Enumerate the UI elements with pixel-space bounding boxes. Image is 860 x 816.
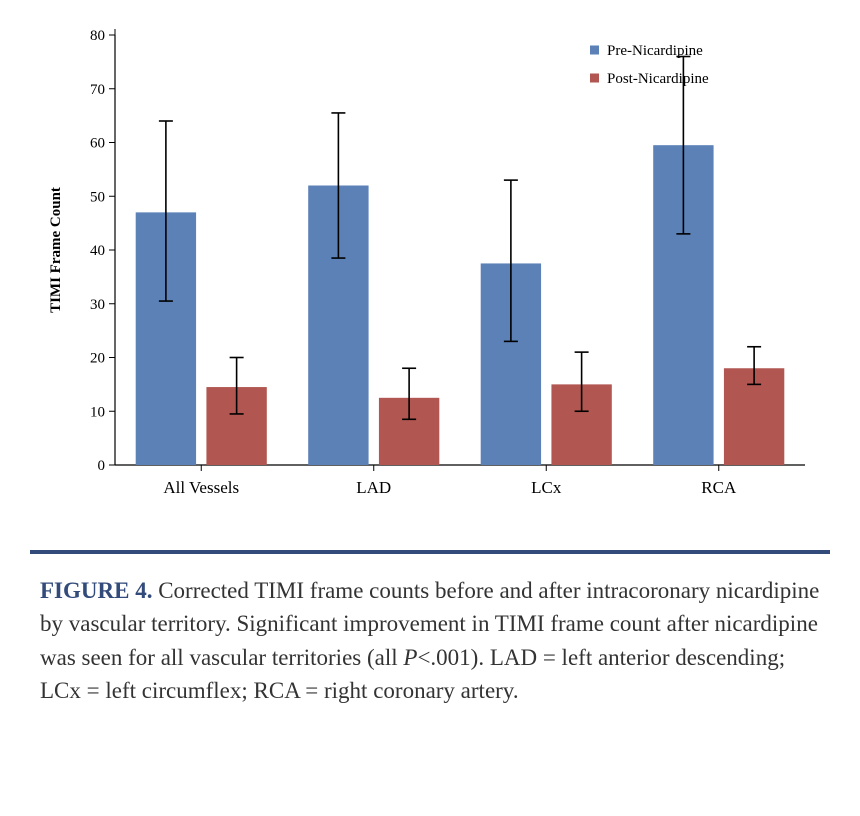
svg-text:TIMI Frame Count: TIMI Frame Count (48, 187, 64, 313)
svg-text:60: 60 (90, 136, 105, 152)
svg-text:50: 50 (90, 189, 105, 205)
svg-text:Pre-Nicardipine: Pre-Nicardipine (607, 43, 703, 59)
svg-text:70: 70 (90, 82, 105, 98)
section-divider (30, 550, 830, 554)
svg-text:0: 0 (98, 458, 106, 474)
svg-text:RCA: RCA (701, 478, 737, 497)
svg-text:20: 20 (90, 351, 105, 367)
svg-text:LAD: LAD (356, 478, 391, 497)
svg-text:30: 30 (90, 297, 105, 313)
svg-text:10: 10 (90, 404, 105, 420)
figure-label: FIGURE 4. (40, 578, 152, 603)
svg-text:80: 80 (90, 28, 105, 44)
svg-text:LCx: LCx (531, 478, 562, 497)
svg-text:All Vessels: All Vessels (163, 478, 239, 497)
figure-caption: FIGURE 4. Corrected TIMI frame counts be… (30, 574, 830, 707)
caption-italic-P: P (403, 645, 417, 670)
svg-text:40: 40 (90, 243, 105, 259)
timi-bar-chart: 0 10 20 30 40 50 60 70 80 TIMI Frame Count All Ves… (30, 20, 830, 520)
svg-text:Post-Nicardipine: Post-Nicardipine (607, 71, 709, 87)
chart-svg: 0 10 20 30 40 50 60 70 80 TIMI Frame Count All Ves… (30, 20, 830, 520)
